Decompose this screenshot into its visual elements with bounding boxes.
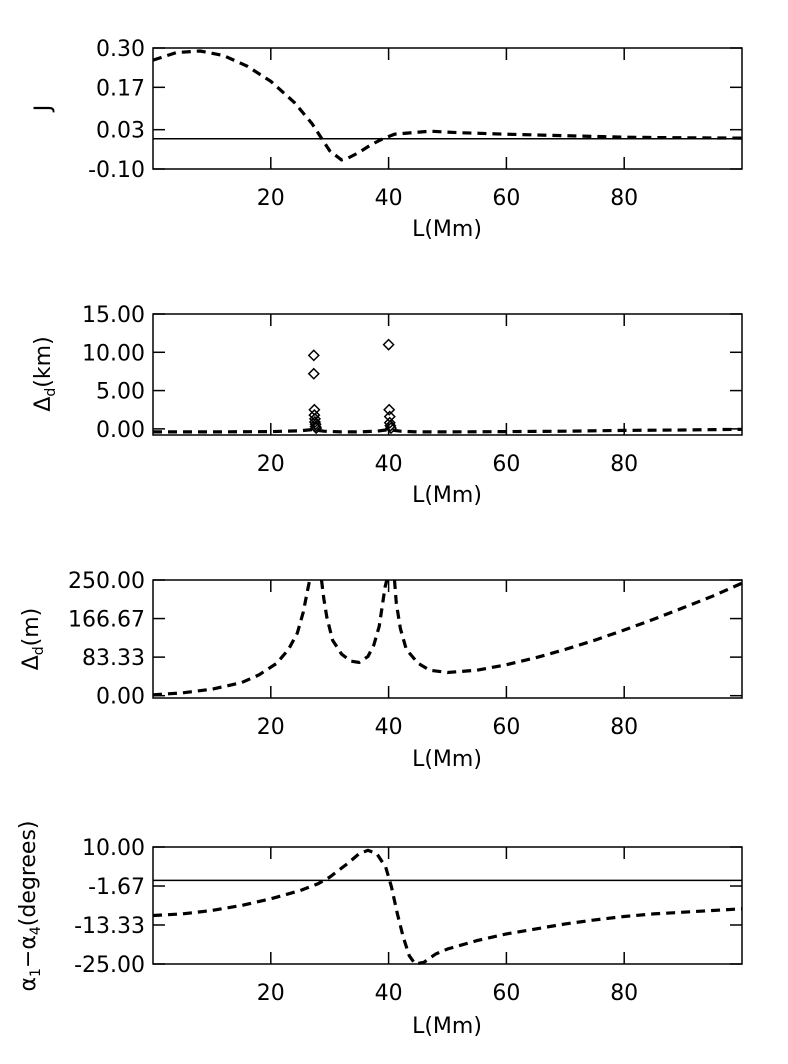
y-tick-label: 0.17 bbox=[96, 76, 145, 101]
series-line-segment bbox=[319, 579, 389, 665]
y-axis-label: Δd(m) bbox=[19, 608, 47, 671]
x-axis-label: L(Mm) bbox=[412, 483, 482, 508]
y-tick-label: 10.00 bbox=[82, 341, 145, 366]
data-point bbox=[307, 367, 320, 380]
x-tick-label: 80 bbox=[610, 452, 638, 477]
series-line bbox=[152, 49, 743, 162]
plot-frame bbox=[152, 47, 743, 170]
y-tick-label: 83.33 bbox=[82, 646, 145, 671]
x-tick-label: 40 bbox=[375, 452, 403, 477]
y-tick-label: -0.10 bbox=[88, 158, 145, 183]
y-ticks: 0.00 5.00 10.00 15.00 bbox=[82, 303, 742, 443]
x-ticks: 20 40 60 80 bbox=[257, 314, 638, 477]
plot-frame bbox=[152, 313, 743, 436]
series-line-segment bbox=[392, 579, 743, 675]
x-tick-label: 60 bbox=[492, 452, 520, 477]
data-point bbox=[384, 422, 398, 435]
y-tick-label: 10.00 bbox=[82, 836, 145, 861]
data-marks bbox=[152, 579, 743, 697]
y-tick-label: 0.30 bbox=[96, 37, 145, 62]
y-axis-label: Δd(km) bbox=[31, 336, 59, 411]
y-tick-label: 166.67 bbox=[68, 608, 145, 633]
y-tick-label: 15.00 bbox=[82, 303, 145, 328]
x-tick-label: 40 bbox=[375, 186, 403, 211]
y-tick-label: -1.67 bbox=[88, 875, 145, 900]
y-tick-label: -13.33 bbox=[74, 914, 145, 939]
x-ticks: 20 40 60 80 bbox=[257, 847, 638, 1006]
plot-frame bbox=[152, 846, 743, 965]
y-tick-label: 250.00 bbox=[68, 569, 145, 594]
x-tick-label: 60 bbox=[492, 981, 520, 1006]
data-point bbox=[308, 415, 322, 429]
x-tick-label: 40 bbox=[375, 715, 403, 740]
data-point bbox=[307, 349, 320, 362]
y-tick-label: 0.03 bbox=[96, 119, 145, 144]
series-line-segment bbox=[152, 579, 312, 697]
x-ticks: 20 40 60 80 bbox=[257, 48, 638, 211]
y-axis-label: J bbox=[31, 105, 56, 114]
y-axis-label: α1−α4(degrees) bbox=[16, 820, 44, 991]
data-point bbox=[383, 403, 396, 416]
x-tick-label: 60 bbox=[492, 186, 520, 211]
x-tick-label: 20 bbox=[257, 715, 285, 740]
data-marks bbox=[152, 848, 743, 966]
series-line bbox=[153, 427, 743, 434]
data-marks bbox=[153, 338, 743, 435]
panel-delta-km: 0.00 5.00 10.00 15.00 20 40 60 80 L(Mm) Δd(km) bbox=[31, 303, 743, 508]
panel-delta-m: 0.00 83.33 166.67 250.00 20 40 60 80 L(Mm) Δd(… bbox=[19, 569, 743, 772]
y-ticks: -0.10 0.03 0.17 0.30 bbox=[88, 37, 742, 183]
y-ticks: 0.00 83.33 166.67 250.00 bbox=[68, 569, 742, 710]
x-axis-label: L(Mm) bbox=[412, 217, 482, 242]
y-tick-label: 5.00 bbox=[96, 380, 145, 405]
x-tick-label: 80 bbox=[610, 981, 638, 1006]
x-ticks: 20 40 60 80 bbox=[257, 580, 638, 740]
data-point bbox=[310, 422, 323, 435]
y-tick-label: 0.00 bbox=[96, 418, 145, 443]
panel-j: -0.10 0.03 0.17 0.30 20 40 60 80 L(Mm) J bbox=[31, 37, 743, 242]
panel-alpha: -25.00 -13.33 -1.67 10.00 20 40 60 80 L(Mm) α1… bbox=[16, 820, 743, 1039]
x-axis-label: L(Mm) bbox=[412, 1014, 482, 1039]
x-tick-label: 40 bbox=[375, 981, 403, 1006]
x-tick-label: 20 bbox=[257, 186, 285, 211]
plot-frame bbox=[152, 579, 743, 699]
x-tick-label: 80 bbox=[610, 186, 638, 211]
data-point bbox=[384, 419, 397, 432]
data-point bbox=[383, 416, 396, 429]
x-tick-label: 20 bbox=[257, 981, 285, 1006]
y-ticks: -25.00 -13.33 -1.67 10.00 bbox=[74, 836, 742, 978]
data-point bbox=[309, 418, 322, 431]
x-tick-label: 20 bbox=[257, 452, 285, 477]
data-marks bbox=[152, 49, 743, 162]
x-tick-label: 80 bbox=[610, 715, 638, 740]
y-tick-label: 0.00 bbox=[96, 685, 145, 710]
x-tick-label: 60 bbox=[492, 715, 520, 740]
series-line bbox=[152, 848, 743, 966]
x-axis-label: L(Mm) bbox=[412, 747, 482, 772]
y-tick-label: -25.00 bbox=[74, 953, 145, 978]
data-point bbox=[382, 338, 395, 351]
